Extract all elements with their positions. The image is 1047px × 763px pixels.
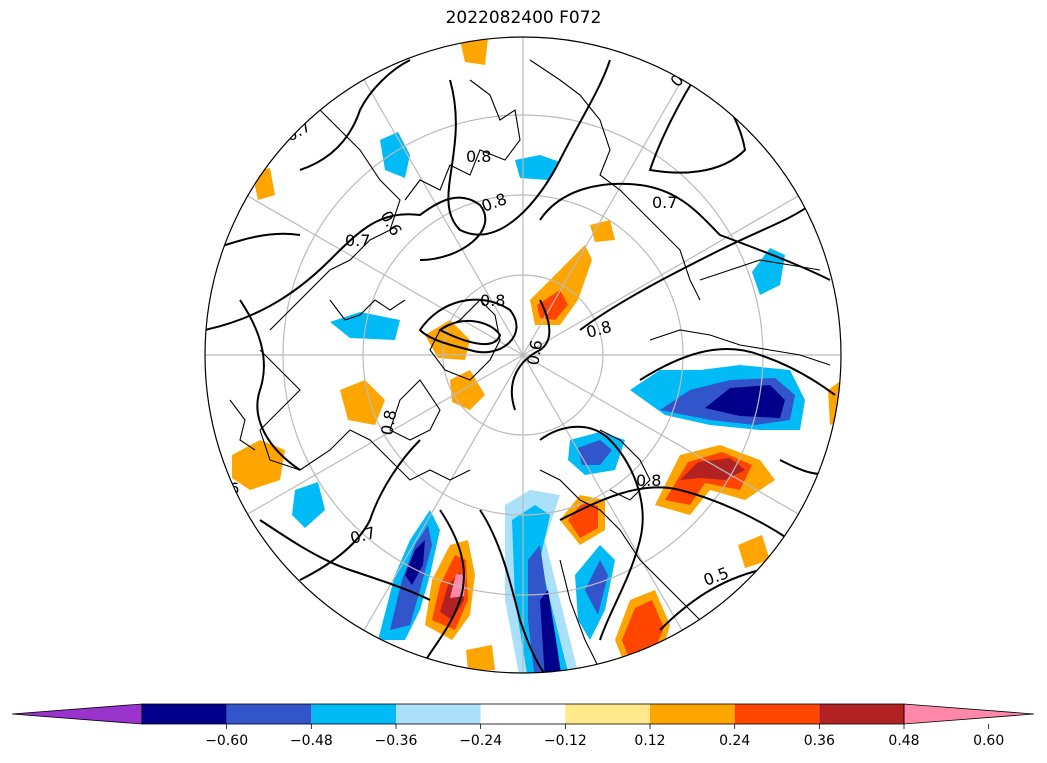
contour-labels: 0.6 0.7 0.8 0.5 0.6 0.7 0.8 0.8 0.8 0.7 … bbox=[202, 59, 731, 590]
anomaly-region bbox=[578, 440, 612, 465]
contour-label: 0.7 bbox=[652, 193, 677, 212]
colorbar-bin bbox=[142, 704, 227, 724]
map-content: 0.6 0.7 0.8 0.5 0.6 0.7 0.8 0.8 0.8 0.7 … bbox=[202, 37, 841, 673]
colorbar-extend-low bbox=[11, 703, 143, 725]
colorbar-tick-label: 0.24 bbox=[719, 733, 750, 749]
anomaly-region bbox=[292, 482, 325, 528]
colorbar-extend-high bbox=[903, 703, 1035, 725]
colorbar-bin bbox=[226, 704, 312, 724]
anomaly-region bbox=[585, 560, 608, 615]
anomaly-region bbox=[752, 248, 785, 295]
contour-label: 0.7 bbox=[345, 231, 370, 250]
colorbar-tick-label: −0.60 bbox=[205, 733, 248, 749]
colorbar-outline bbox=[141, 703, 905, 725]
colorbar-tick-label: −0.12 bbox=[544, 733, 587, 749]
anomaly-region bbox=[568, 502, 598, 538]
colorbar-bin bbox=[480, 704, 566, 724]
colorbar-bin bbox=[565, 704, 650, 724]
colorbar-bin bbox=[396, 704, 481, 724]
anomaly-region bbox=[460, 38, 488, 65]
colorbar-tick-label: 0.60 bbox=[973, 733, 1004, 749]
colorbar-tick-label: 0.48 bbox=[888, 733, 919, 749]
map-title: 2022082400 F072 bbox=[445, 8, 602, 28]
contour-label: 0.8 bbox=[480, 291, 505, 310]
anomaly-region bbox=[590, 220, 615, 242]
contour-label: 0.6 bbox=[214, 479, 239, 498]
anomaly-region bbox=[340, 380, 385, 425]
anomaly-region bbox=[380, 132, 410, 178]
anomaly-region bbox=[738, 535, 770, 568]
colorbar-bin bbox=[650, 704, 735, 724]
colorbar-tick-label: −0.48 bbox=[290, 733, 333, 749]
anomaly-region bbox=[705, 385, 785, 418]
colorbar-tick-label: 0.12 bbox=[634, 733, 665, 749]
anomaly-region bbox=[540, 590, 562, 673]
contour-label: 0.8 bbox=[466, 147, 491, 166]
colorbar: −0.60 −0.48 −0.36 −0.24 −0.12 0.12 0.24 0.36 0.4… bbox=[11, 703, 1035, 749]
anomaly-region bbox=[330, 312, 400, 340]
anomaly-region bbox=[466, 645, 495, 670]
contour-label: 0.8 bbox=[636, 471, 661, 490]
contour-label: 0.8 bbox=[377, 408, 400, 436]
anomaly-region bbox=[405, 540, 425, 585]
contour-label: 0.6 bbox=[523, 338, 546, 366]
colorbar-bin bbox=[311, 704, 396, 724]
contour-label: 0.8 bbox=[584, 317, 614, 342]
map-boundary bbox=[204, 36, 842, 674]
anomaly-region bbox=[622, 600, 664, 656]
colorbar-bin bbox=[819, 704, 904, 724]
contour-label: 0.5 bbox=[202, 233, 229, 263]
colorbar-tick-label: 0.36 bbox=[804, 733, 835, 749]
anomaly-region bbox=[515, 155, 560, 180]
contour-label: 0.5 bbox=[701, 563, 731, 590]
anomaly-region bbox=[425, 320, 470, 360]
contour-label: 0.8 bbox=[479, 189, 509, 216]
anomaly-region bbox=[232, 440, 285, 490]
colorbar-tick-label: −0.24 bbox=[459, 733, 502, 749]
anomaly-region bbox=[450, 370, 485, 410]
colorbar-tick-label: −0.36 bbox=[375, 733, 418, 749]
contour-label: 0.7 bbox=[348, 523, 378, 548]
colorbar-bin bbox=[734, 704, 820, 724]
